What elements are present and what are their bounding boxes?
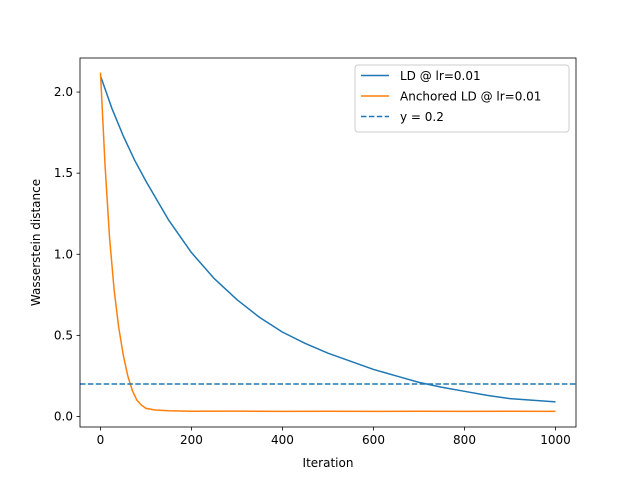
x-tick-label: 200 xyxy=(180,433,203,447)
legend-label-2: y = 0.2 xyxy=(400,110,444,124)
x-tick-label: 600 xyxy=(362,433,385,447)
legend-label-0: LD @ lr=0.01 xyxy=(400,69,481,83)
x-tick-label: 800 xyxy=(453,433,476,447)
y-axis-label: Wasserstein distance xyxy=(29,179,43,306)
x-tick-label: 1000 xyxy=(540,433,571,447)
x-tick-label: 0 xyxy=(97,433,105,447)
plot-area-frame xyxy=(79,57,577,428)
series-line-0 xyxy=(99,75,556,403)
legend-entries: LD @ lr=0.01 Anchored LD @ lr=0.01 y = 0.2 xyxy=(361,69,541,124)
y-tick-label: 2.0 xyxy=(54,85,73,99)
series-line-1 xyxy=(99,72,556,413)
y-tick-label: 1.0 xyxy=(54,247,73,261)
legend: LD @ lr=0.01 Anchored LD @ lr=0.01 y = 0.2 xyxy=(354,64,570,133)
axis-ticks: 0 200 400 600 800 1000 0.0 0.5 1.0 1.5 2.0 xyxy=(54,85,571,447)
x-axis-label: Iteration xyxy=(303,456,354,470)
y-tick-label: 0.5 xyxy=(54,328,73,342)
y-tick-label: 0.0 xyxy=(54,409,73,423)
legend-box xyxy=(354,64,570,133)
series-layer xyxy=(80,72,576,413)
y-tick-label: 1.5 xyxy=(54,166,73,180)
x-tick-label: 400 xyxy=(271,433,294,447)
legend-label-1: Anchored LD @ lr=0.01 xyxy=(400,90,541,104)
